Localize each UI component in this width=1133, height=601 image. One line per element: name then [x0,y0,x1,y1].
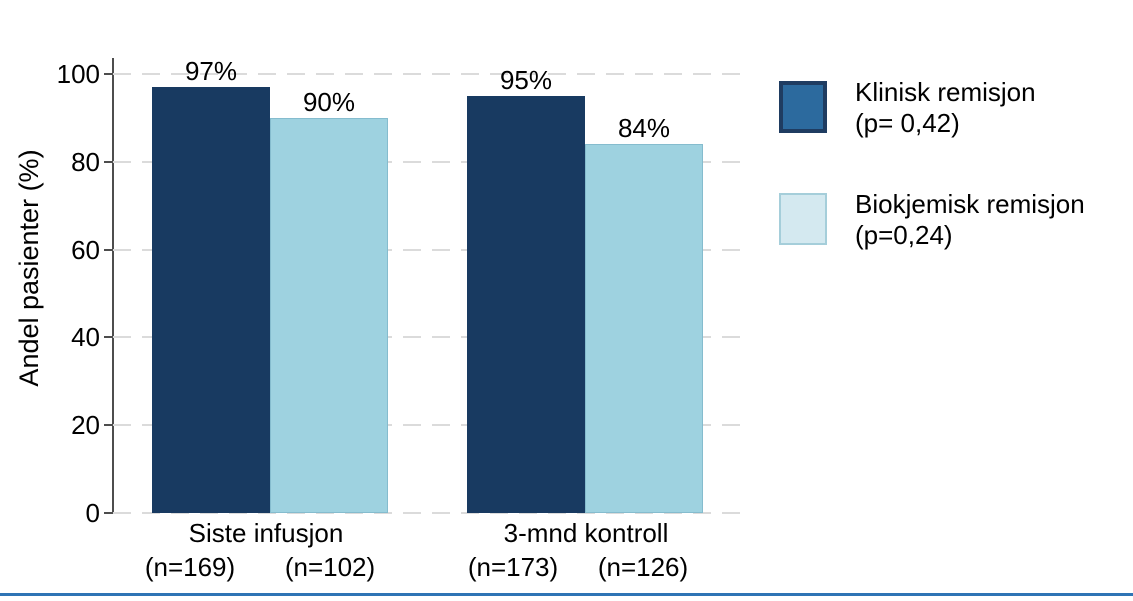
bar-value-label-klinisk-remisjon-3-mnd-kontroll: 95% [499,65,553,95]
n-label-siste-infusjon-klinisk-remisjon: (n=169) [144,552,236,582]
y-tick-label-20: 20 [71,410,100,440]
y-tick-40 [104,336,113,338]
gridline-80 [113,161,747,163]
y-tick-label-60: 60 [71,235,100,265]
bar-value-label-biokjemisk-remisjon-3-mnd-kontroll: 84% [617,113,671,143]
gridline-100 [113,73,747,75]
legend-label-klinisk-remisjon: Klinisk remisjon (p= 0,42) [855,77,1036,139]
legend-entry-biokjemisk-remisjon: Biokjemisk remisjon (p=0,24) [779,189,1085,251]
y-tick-60 [104,249,113,251]
y-tick-100 [104,73,113,75]
y-tick-label-40: 40 [71,322,100,352]
n-label-3-mnd-kontroll-biokjemisk-remisjon: (n=126) [597,552,689,582]
legend-series-name: Klinisk remisjon [855,77,1036,107]
gridline-20 [113,424,747,426]
gridline-40 [113,336,747,338]
bar-biokjemisk-remisjon-3-mnd-kontroll [585,144,703,513]
n-label-siste-infusjon-biokjemisk-remisjon: (n=102) [284,552,376,582]
bar-value-label-klinisk-remisjon-siste-infusjon: 97% [184,56,238,86]
legend-p-value: (p=0,24) [855,220,953,250]
bar-klinisk-remisjon-siste-infusjon [152,87,270,513]
y-tick-20 [104,424,113,426]
y-tick-label-0: 0 [85,498,100,528]
category-label-siste-infusjon: Siste infusjon [188,518,344,548]
y-tick-label-100: 100 [56,59,100,89]
gridline-60 [113,249,747,251]
category-label-3-mnd-kontroll: 3-mnd kontroll [503,518,669,548]
n-label-3-mnd-kontroll-klinisk-remisjon: (n=173) [467,552,559,582]
bottom-border-line [0,593,1133,596]
bar-value-label-biokjemisk-remisjon-siste-infusjon: 90% [302,87,356,117]
y-tick-80 [104,161,113,163]
legend-p-value: (p= 0,42) [855,108,960,138]
legend-entry-klinisk-remisjon: Klinisk remisjon (p= 0,42) [779,77,1036,139]
legend-swatch-klinisk-remisjon [779,81,827,133]
legend-series-name: Biokjemisk remisjon [855,189,1085,219]
gridline-0 [113,512,747,514]
y-tick-label-80: 80 [71,147,100,177]
legend-swatch-biokjemisk-remisjon [779,193,827,245]
y-tick-0 [104,512,113,514]
y-axis-line [112,58,114,514]
bar-biokjemisk-remisjon-siste-infusjon [270,118,388,513]
legend-label-biokjemisk-remisjon: Biokjemisk remisjon (p=0,24) [855,189,1085,251]
bar-klinisk-remisjon-3-mnd-kontroll [467,96,585,513]
